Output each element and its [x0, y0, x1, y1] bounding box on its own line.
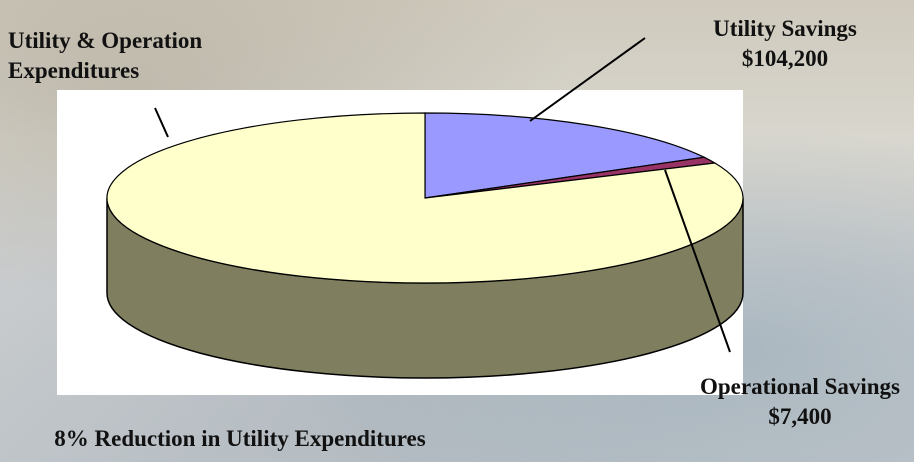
slice-name: Utility & Operation Expenditures [8, 28, 202, 83]
chart-title: 8% Reduction in Utility Expenditures [40, 424, 440, 454]
slice-label: Utility Savings $104,200 [670, 14, 900, 74]
pie [107, 113, 743, 378]
slice-name: Utility Savings [670, 14, 900, 44]
slice-value: $7,400 [768, 404, 831, 429]
slice-value: $104,200 [670, 44, 900, 74]
slice-name: Operational Savings [700, 374, 900, 399]
slice-label: Utility & Operation Expenditures [8, 26, 298, 86]
page: Utility & Operation Expenditures Utility… [0, 0, 914, 462]
slice-label: Operational Savings $7,400 [690, 372, 910, 432]
